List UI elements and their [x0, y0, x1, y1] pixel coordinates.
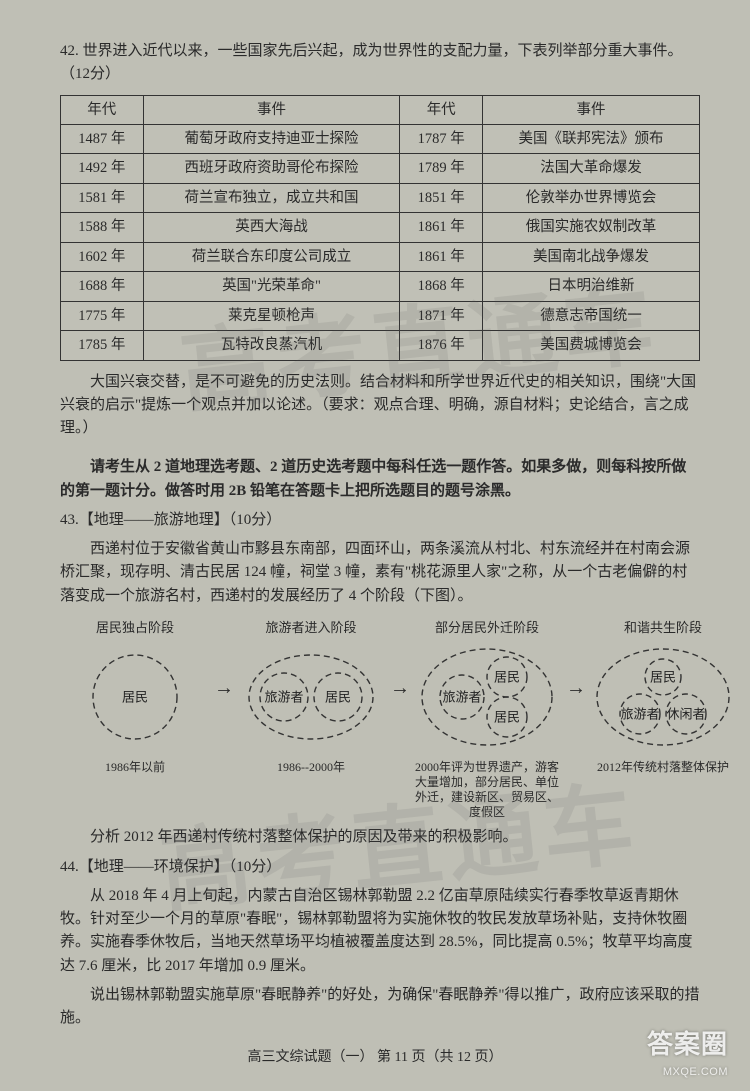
diagram-stage: 部分居民外迁阶段居民旅游者居民2000年评为世界遗产，游客大量增加，部分居民、单… [412, 618, 562, 820]
svg-text:居民: 居民 [122, 690, 148, 705]
table-cell: 1775 年 [61, 301, 144, 330]
table-cell: 美国费城博览会 [482, 331, 699, 360]
table-cell: 1851 年 [400, 183, 483, 212]
svg-text:休闲者: 休闲者 [666, 707, 705, 722]
table-cell: 1688 年 [61, 272, 144, 301]
svg-text:旅游者: 旅游者 [442, 690, 481, 705]
table-row: 1785 年瓦特改良蒸汽机1876 年美国费城博览会 [61, 331, 700, 360]
table-cell: 莱克星顿枪声 [143, 301, 400, 330]
table-cell: 荷兰宣布独立，成立共和国 [143, 183, 400, 212]
table-header: 事件 [143, 95, 400, 124]
q43-body: 西递村位于安徽省黄山市黟县东南部，四面环山，两条溪流从村北、村东流经并在村南会源… [60, 538, 700, 608]
table-cell: 法国大革命爆发 [482, 154, 699, 183]
table-row: 1775 年莱克星顿枪声1871 年德意志帝国统一 [61, 301, 700, 330]
table-cell: 英西大海战 [143, 213, 400, 242]
table-row: 1581 年荷兰宣布独立，成立共和国1851 年伦敦举办世界博览会 [61, 183, 700, 212]
arrow-icon: → [390, 618, 408, 704]
q44-ask: 说出锡林郭勒盟实施草原"春眠静养"的好处，为确保"春眠静养"得以推广，政府应该采… [60, 984, 700, 1031]
q44-title: 44.【地理——环境保护】（10分） [60, 856, 700, 879]
stage-diagram: 居民独占阶段居民1986年以前→旅游者进入阶段旅游者居民1986--2000年→… [60, 618, 700, 820]
watermark-text: 答案圈 [647, 1024, 728, 1064]
corner-watermark: 答案圈 MXQE.COM [647, 1024, 728, 1081]
table-cell: 英国"光荣革命" [143, 272, 400, 301]
stage-caption: 1986--2000年 [236, 760, 386, 810]
stage-title: 部分居民外迁阶段 [412, 618, 562, 638]
svg-text:居民: 居民 [325, 690, 351, 705]
table-cell: 荷兰联合东印度公司成立 [143, 242, 400, 271]
diagram-stage: 旅游者进入阶段旅游者 居民 1986--2000年 [236, 618, 386, 810]
stage-graphic: 旅游者 居民 [236, 642, 386, 758]
stage-graphic: 居民旅游者居民 [412, 642, 562, 758]
table-cell: 1487 年 [61, 124, 144, 153]
table-cell: 1588 年 [61, 213, 144, 242]
stage-caption: 2000年评为世界遗产，游客大量增加，部分居民、单位外迁，建设新区、贸易区、度假… [412, 760, 562, 820]
table-cell: 1861 年 [400, 213, 483, 242]
arrow-icon: → [214, 618, 232, 704]
stage-graphic: 居民 [60, 642, 210, 758]
table-cell: 1492 年 [61, 154, 144, 183]
table-row: 1688 年英国"光荣革命"1868 年日本明治维新 [61, 272, 700, 301]
table-cell: 1868 年 [400, 272, 483, 301]
table-header: 年代 [400, 95, 483, 124]
q43-ask: 分析 2012 年西递村传统村落整体保护的原因及带来的积极影响。 [60, 826, 700, 849]
table-cell: 1861 年 [400, 242, 483, 271]
page-footer: 高三文综试题（一） 第 11 页（共 12 页） [0, 1047, 750, 1069]
stage-graphic: 居民旅游者休闲者 [588, 642, 738, 758]
svg-text:旅游者: 旅游者 [264, 690, 303, 705]
stage-caption: 2012年传统村落整体保护 [588, 760, 738, 810]
q44-body: 从 2018 年 4 月上旬起，内蒙古自治区锡林郭勒盟 2.2 亿亩草原陆续实行… [60, 885, 700, 978]
table-cell: 1876 年 [400, 331, 483, 360]
table-cell: 德意志帝国统一 [482, 301, 699, 330]
table-cell: 美国南北战争爆发 [482, 242, 699, 271]
table-row: 1492 年西班牙政府资助哥伦布探险1789 年法国大革命爆发 [61, 154, 700, 183]
table-cell: 瓦特改良蒸汽机 [143, 331, 400, 360]
table-cell: 1787 年 [400, 124, 483, 153]
table-cell: 日本明治维新 [482, 272, 699, 301]
svg-text:居民: 居民 [650, 670, 676, 685]
table-cell: 1785 年 [61, 331, 144, 360]
table-cell: 1581 年 [61, 183, 144, 212]
q42-intro: 42. 世界进入近代以来，一些国家先后兴起，成为世界性的支配力量，下表列举部分重… [60, 40, 700, 87]
table-cell: 葡萄牙政府支持迪亚士探险 [143, 124, 400, 153]
table-cell: 伦敦举办世界博览会 [482, 183, 699, 212]
q43-title: 43.【地理——旅游地理】（10分） [60, 509, 700, 532]
table-header: 事件 [482, 95, 699, 124]
table-cell: 1789 年 [400, 154, 483, 183]
watermark-url: MXQE.COM [647, 1064, 728, 1081]
table-cell: 1602 年 [61, 242, 144, 271]
select-note: 请考生从 2 道地理选考题、2 道历史选考题中每科任选一题作答。如果多做，则每科… [60, 456, 700, 503]
q42-tail: 大国兴衰交替，是不可避免的历史法则。结合材料和所学世界近代史的相关知识，围绕"大… [60, 371, 700, 441]
svg-text:居民: 居民 [494, 710, 520, 725]
stage-title: 居民独占阶段 [60, 618, 210, 638]
table-row: 1588 年英西大海战1861 年俄国实施农奴制改革 [61, 213, 700, 242]
table-row: 1602 年荷兰联合东印度公司成立1861 年美国南北战争爆发 [61, 242, 700, 271]
svg-text:旅游者: 旅游者 [620, 707, 659, 722]
table-cell: 1871 年 [400, 301, 483, 330]
table-cell: 俄国实施农奴制改革 [482, 213, 699, 242]
stage-title: 旅游者进入阶段 [236, 618, 386, 638]
stage-caption: 1986年以前 [60, 760, 210, 810]
stage-title: 和谐共生阶段 [588, 618, 738, 638]
table-row: 1487 年葡萄牙政府支持迪亚士探险1787 年美国《联邦宪法》颁布 [61, 124, 700, 153]
diagram-stage: 和谐共生阶段居民旅游者休闲者2012年传统村落整体保护 [588, 618, 738, 810]
svg-text:居民: 居民 [494, 670, 520, 685]
diagram-stage: 居民独占阶段居民 1986年以前 [60, 618, 210, 810]
table-cell: 西班牙政府资助哥伦布探险 [143, 154, 400, 183]
arrow-icon: → [566, 618, 584, 704]
table-cell: 美国《联邦宪法》颁布 [482, 124, 699, 153]
events-table: 年代事件年代事件 1487 年葡萄牙政府支持迪亚士探险1787 年美国《联邦宪法… [60, 95, 700, 361]
table-header: 年代 [61, 95, 144, 124]
